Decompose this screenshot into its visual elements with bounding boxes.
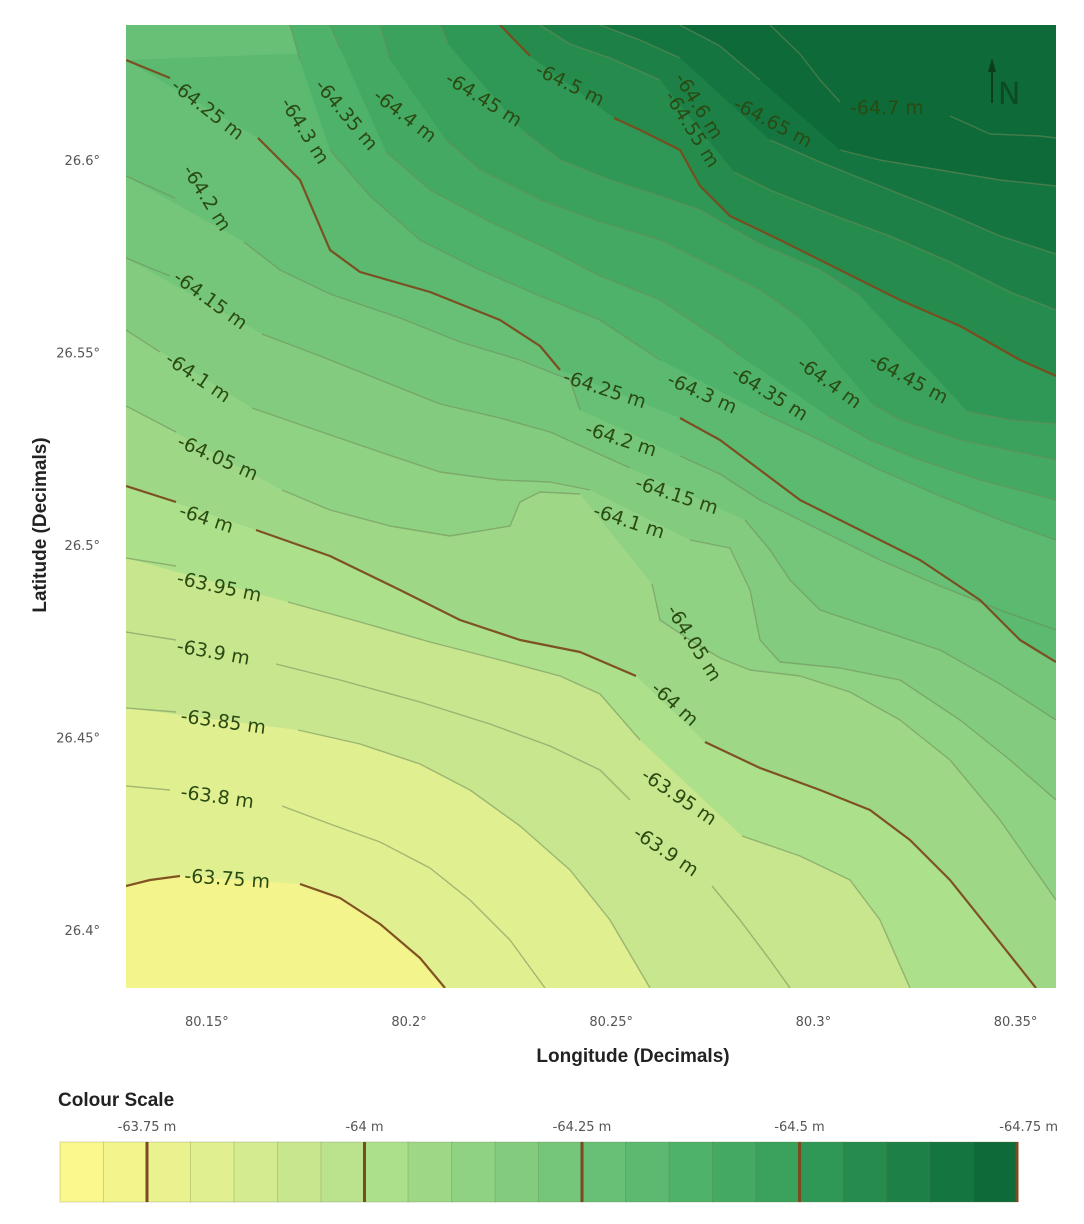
minor-contour-line [126, 257, 1056, 721]
colour-scale-swatch [146, 1141, 192, 1203]
colour-scale-swatch [668, 1141, 714, 1203]
minor-contour-line [289, 25, 1056, 541]
y-tick-label: 26.6° [65, 154, 100, 169]
major-contour-line [499, 25, 1056, 378]
major-contour-line [126, 484, 1037, 988]
colour-scale-swatch [973, 1141, 1018, 1203]
colour-scale-swatch [929, 1141, 975, 1203]
north-arrow-icon [988, 58, 996, 103]
y-tick-label: 26.5° [65, 539, 100, 554]
elevation-band [770, 25, 1056, 138]
minor-contour-line [126, 631, 791, 988]
y-axis-title: Latitude (Decimals) [30, 437, 51, 612]
colour-scale-swatch [581, 1141, 627, 1203]
minor-contour-line [126, 707, 651, 988]
colour-scale-tick-label: -64 m [345, 1120, 383, 1135]
colour-scale-swatch [842, 1141, 888, 1203]
major-contour-line [126, 874, 446, 988]
colour-scale-tick-label: -64.75 m [999, 1120, 1058, 1135]
colour-scale-tick-label: -63.75 m [118, 1120, 177, 1135]
y-tick-label: 26.4° [65, 924, 100, 939]
minor-contour-line [329, 25, 1056, 501]
minor-contour-line [126, 175, 1056, 631]
minor-contour-line [379, 25, 1056, 461]
minor-contour-line [769, 25, 1056, 139]
contour-label: -64.7 m [850, 97, 924, 119]
contour-lines [126, 25, 1056, 988]
minor-contour-line [126, 557, 911, 988]
y-axis: 26.6° 26.55° 26.5° 26.45° 26.4° [56, 154, 100, 939]
minor-contour-line [126, 785, 546, 988]
colour-scale-ticks: -63.75 m -64 m -64.25 m -64.5 m -64.75 m [118, 1120, 1058, 1202]
y-tick-label: 26.45° [56, 732, 100, 747]
major-contour-line [126, 58, 1056, 663]
elevation-bands [126, 25, 1056, 988]
colour-scale-swatch [451, 1141, 496, 1203]
minor-contour-line [599, 25, 1056, 255]
x-tick-label: 80.25° [589, 1015, 633, 1030]
x-axis: 80.15° 80.2° 80.25° 80.3° 80.35° [185, 1015, 1037, 1030]
colour-scale-title: Colour Scale [58, 1090, 174, 1111]
colour-scale-swatch [755, 1141, 801, 1203]
y-tick-label: 26.55° [56, 346, 100, 361]
north-arrow: N [988, 58, 1020, 112]
colour-scale-swatch [625, 1141, 670, 1203]
colour-scale-swatch [494, 1141, 540, 1203]
colour-scale-swatch [320, 1141, 366, 1203]
minor-contour-line [126, 405, 1056, 901]
minor-contour-line [679, 25, 1056, 187]
colour-scale-swatch [364, 1141, 409, 1203]
colour-scale-swatch [233, 1141, 279, 1203]
colour-scale-swatch [799, 1141, 844, 1203]
colour-scale-swatch [103, 1141, 148, 1203]
x-axis-title: Longitude (Decimals) [536, 1046, 729, 1067]
minor-contour-line [126, 329, 1056, 801]
colour-scale: Colour Scale -63.75 m -64 m -64.25 m -64.5 … [58, 1090, 1058, 1203]
colour-scale-swatch [712, 1141, 757, 1203]
colour-scale-swatch [190, 1141, 235, 1203]
x-tick-label: 80.35° [994, 1015, 1038, 1030]
colour-scale-swatches [59, 1141, 1018, 1203]
colour-scale-swatch [277, 1141, 322, 1203]
colour-scale-tick-label: -64.25 m [553, 1120, 612, 1135]
colour-scale-swatch [407, 1141, 453, 1203]
north-label: N [998, 77, 1020, 112]
x-tick-label: 80.3° [796, 1015, 831, 1030]
colour-scale-swatch [886, 1141, 931, 1203]
colour-scale-tick-label: -64.5 m [774, 1120, 824, 1135]
colour-scale-swatch [538, 1141, 583, 1203]
minor-contour-line [539, 25, 1056, 311]
minor-contour-line [439, 25, 1056, 425]
x-tick-label: 80.15° [185, 1015, 229, 1030]
colour-scale-swatch [59, 1141, 105, 1203]
x-tick-label: 80.2° [391, 1015, 426, 1030]
